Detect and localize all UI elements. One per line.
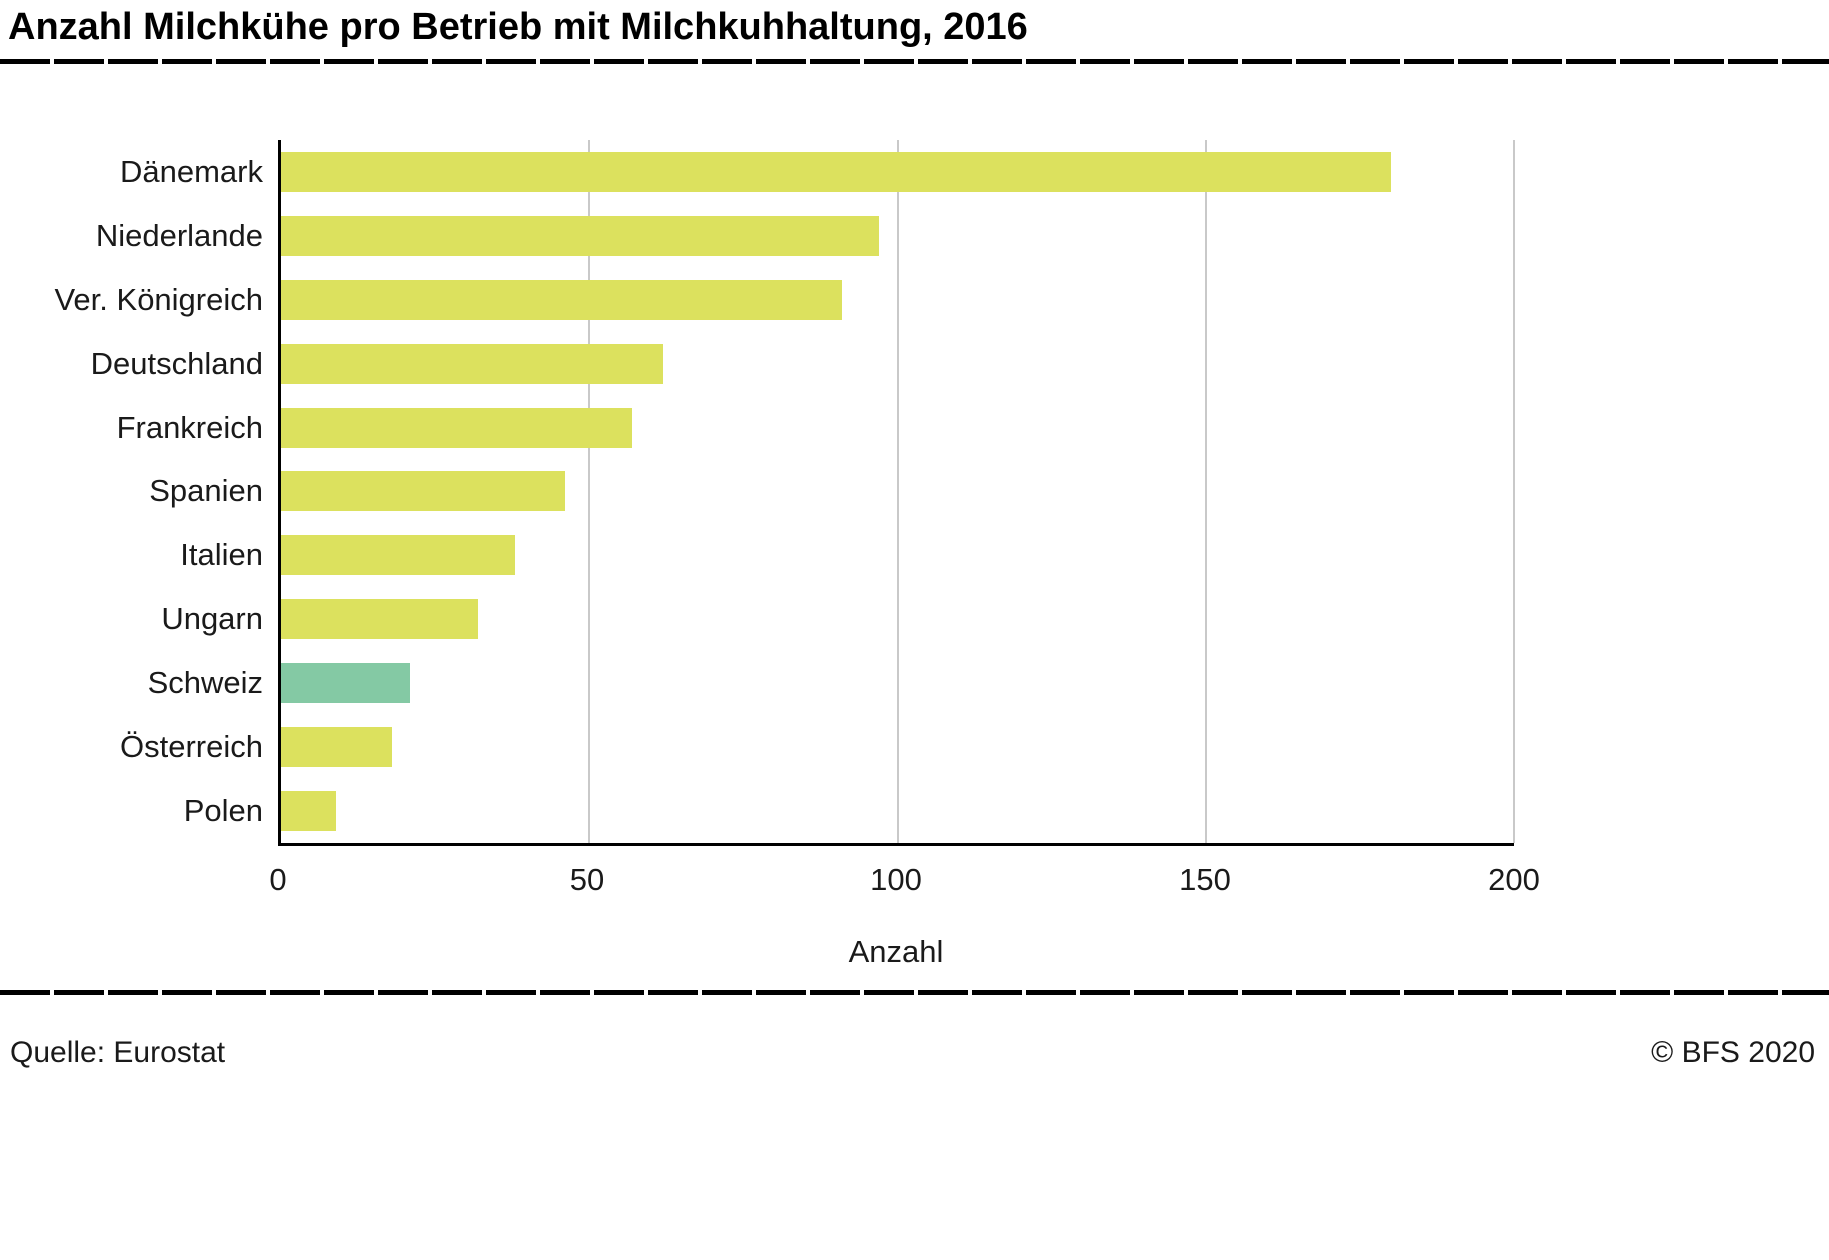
bar (281, 343, 664, 384)
bar-row: Niederlande (96, 204, 1514, 268)
bar-row: Frankreich (117, 396, 1514, 460)
plot-area: Dänemark Niederlande Ver. Königreich Deutsc… (54, 140, 1515, 846)
bar (281, 279, 842, 320)
bar-row: Ungarn (161, 587, 1514, 651)
y-axis-label: Österreich (120, 729, 263, 765)
bottom-divider (0, 990, 1829, 995)
bar-row: Deutschland (91, 332, 1514, 396)
y-axis-label: Deutschland (90, 345, 263, 381)
x-tick-label: 50 (569, 862, 605, 897)
top-divider (0, 59, 1829, 64)
y-axis-label: Frankreich (116, 409, 263, 445)
y-axis-label: Dänemark (120, 153, 263, 189)
bar-row: Spanien (149, 460, 1514, 524)
bar (281, 535, 516, 576)
x-tick-label: 100 (870, 862, 922, 897)
y-axis-label: Italien (180, 537, 263, 573)
bar-row: Dänemark (120, 140, 1514, 204)
bar (281, 407, 633, 448)
x-axis-title: Anzahl (848, 934, 944, 969)
bar (281, 727, 392, 768)
gridline (1513, 140, 1515, 843)
y-axis-label: Schweiz (147, 665, 263, 701)
bar (281, 791, 337, 832)
bar-row: Schweiz (148, 651, 1514, 715)
bar (281, 599, 479, 640)
source-text: Quelle: Eurostat (10, 1036, 226, 1069)
y-axis-label: Spanien (149, 473, 263, 509)
y-axis-label: Polen (183, 793, 263, 829)
x-axis-ticks: 0 50 100 150 200 (269, 862, 1539, 906)
x-tick-label: 150 (1179, 862, 1231, 897)
copyright-text: © BFS 2020 (1651, 1036, 1815, 1069)
gridline (896, 140, 899, 843)
y-axis-label: Ungarn (161, 601, 263, 637)
x-tick-label: 200 (1488, 862, 1540, 897)
gridline (588, 140, 591, 843)
gridline (1204, 140, 1207, 843)
bar-row: Österreich (120, 715, 1514, 779)
bar-row: Polen (184, 779, 1514, 843)
bar (281, 215, 879, 256)
bar-row: Italien (180, 523, 1514, 587)
chart-title: Anzahl Milchkühe pro Betrieb mit Milchku… (8, 6, 1028, 48)
bar (281, 151, 1391, 192)
bar (281, 471, 565, 512)
x-tick-label: 0 (269, 862, 287, 897)
y-axis-label: Niederlande (95, 217, 263, 253)
bar-row: Ver. Königreich (54, 268, 1514, 332)
y-axis-label: Ver. Königreich (54, 281, 263, 317)
bar (281, 663, 411, 704)
